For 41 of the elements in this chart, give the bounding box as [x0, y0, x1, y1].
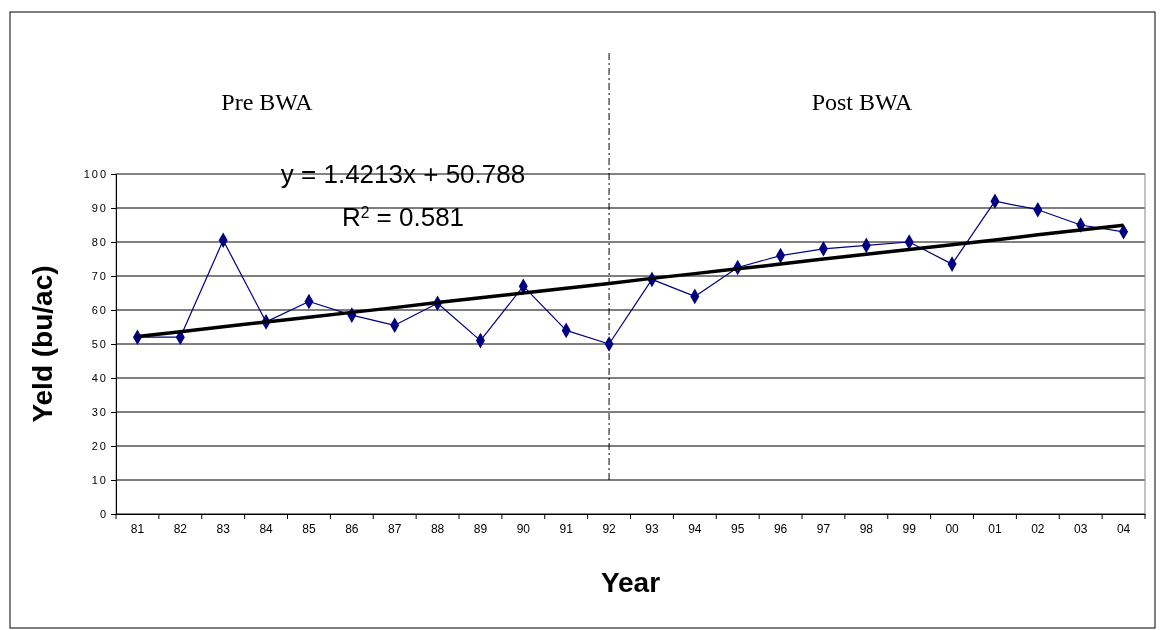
x-tick-label: 02 — [1031, 521, 1045, 536]
y-tick-label: 100 — [83, 168, 108, 181]
y-tick-label: 50 — [91, 338, 108, 351]
x-tick-label: 96 — [773, 521, 788, 536]
x-tick-label: 81 — [130, 521, 145, 536]
text: Pre BWA — [221, 89, 314, 115]
y-tick-label: 90 — [91, 202, 108, 215]
y-tick-label: 70 — [91, 270, 108, 283]
y-tick-label: 40 — [91, 372, 108, 385]
y-axis-title: Yeld (bu/ac) — [27, 265, 58, 423]
x-tick-label: 86 — [345, 521, 359, 536]
annotation: R$^{2}$ = 0.581 — [341, 202, 465, 232]
x-tick-label: 87 — [388, 521, 402, 536]
x-tick-label: 01 — [988, 521, 1002, 536]
y-tick-label: 60 — [91, 304, 108, 317]
x-tick-label: 83 — [216, 521, 231, 536]
x-tick-label: 84 — [259, 521, 274, 536]
x-tick-label: 98 — [859, 521, 874, 536]
x-tick-label: 03 — [1074, 521, 1088, 536]
x-tick-label: 90 — [516, 521, 531, 536]
y-tick-label: 20 — [91, 440, 108, 453]
y-tick-label: 30 — [91, 406, 108, 419]
y-tick-label: 0 — [99, 508, 108, 521]
x-tick-label: 95 — [731, 521, 745, 536]
x-tick-label: 92 — [602, 521, 617, 536]
x-axis-title: Year — [600, 567, 661, 598]
y-tick-label: 10 — [91, 474, 108, 487]
x-tick-label: 04 — [1116, 521, 1131, 536]
x-tick-label: 82 — [173, 521, 188, 536]
annotation: y = 1.4213x + 50.788 — [280, 159, 526, 189]
x-tick-label: 94 — [688, 521, 702, 536]
text: Post BWA — [811, 89, 914, 115]
x-tick-label: 99 — [902, 521, 917, 536]
x-tick-label: 89 — [473, 521, 488, 536]
x-tick-label: 91 — [559, 521, 574, 536]
x-tick-label: 00 — [945, 521, 960, 536]
x-tick-label: 85 — [302, 521, 316, 536]
x-tick-label: 97 — [816, 521, 831, 536]
x-tick-label: 88 — [430, 521, 445, 536]
y-tick-label: 80 — [91, 236, 108, 249]
x-tick-label: 93 — [645, 521, 659, 536]
